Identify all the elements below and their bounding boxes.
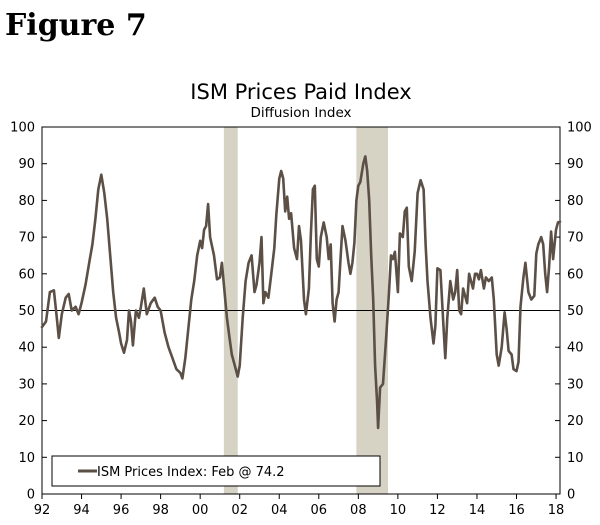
series-line-ism-prices-index (40, 155, 562, 430)
x-tick-label-96: 96 (113, 503, 130, 518)
x-tick-label-12: 12 (429, 503, 446, 518)
y-tick-label-right-90: 90 (567, 157, 584, 172)
x-tick-label-04: 04 (271, 503, 288, 518)
y-tick-label-right-70: 70 (567, 231, 584, 246)
x-tick-label-14: 14 (469, 503, 486, 518)
y-tick-label-right-60: 60 (567, 267, 584, 282)
y-tick-label-right-0: 0 (567, 488, 575, 503)
y-tick-label-left-20: 20 (18, 414, 35, 429)
x-tick-label-98: 98 (152, 503, 169, 518)
y-tick-label-left-100: 100 (10, 121, 35, 136)
y-tick-label-right-10: 10 (567, 451, 584, 466)
y-tick-label-right-20: 20 (567, 414, 584, 429)
y-tick-label-left-80: 80 (18, 194, 35, 209)
x-tick-label-18: 18 (548, 503, 565, 518)
figure-label: Figure 7 (5, 8, 147, 43)
legend-label: ISM Prices Index: Feb @ 74.2 (97, 465, 285, 480)
x-tick-label-06: 06 (311, 503, 328, 518)
chart-title: ISM Prices Paid Index (190, 80, 411, 104)
y-tick-label-right-50: 50 (567, 304, 584, 319)
y-tick-label-left-50: 50 (18, 304, 35, 319)
legend-box (51, 455, 381, 487)
x-tick-label-10: 10 (390, 503, 407, 518)
y-tick-label-left-30: 30 (18, 377, 35, 392)
y-tick-label-right-80: 80 (567, 194, 584, 209)
y-tick-label-right-30: 30 (567, 377, 584, 392)
x-tick-label-94: 94 (73, 503, 90, 518)
y-tick-label-left-0: 0 (27, 488, 35, 503)
series-layer (40, 155, 562, 430)
y-tick-label-right-40: 40 (567, 341, 584, 356)
y-tick-label-left-70: 70 (18, 231, 35, 246)
chart-subtitle: Diffusion Index (250, 105, 351, 121)
y-tick-label-left-60: 60 (18, 267, 35, 282)
legend: ISM Prices Index: Feb @ 74.2 (51, 455, 381, 487)
x-tick-label-08: 08 (350, 503, 367, 518)
y-tick-label-left-90: 90 (18, 157, 35, 172)
y-tick-label-right-100: 100 (567, 121, 592, 136)
x-tick-label-16: 16 (508, 503, 525, 518)
x-tick-label-92: 92 (34, 503, 51, 518)
y-tick-label-left-40: 40 (18, 341, 35, 356)
x-tick-label-00: 00 (192, 503, 209, 518)
y-tick-label-left-10: 10 (18, 451, 35, 466)
axes-layer (41, 126, 561, 499)
x-tick-label-02: 02 (231, 503, 248, 518)
